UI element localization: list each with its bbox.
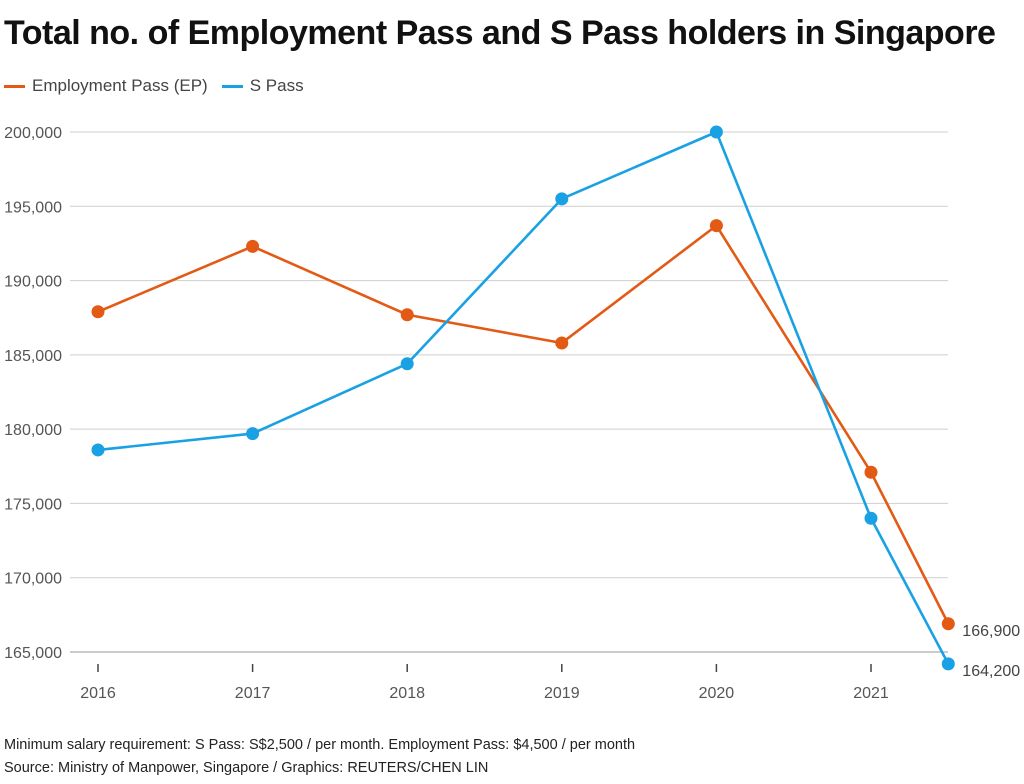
- chart-title: Total no. of Employment Pass and S Pass …: [4, 14, 996, 52]
- x-tick-label: 2021: [853, 685, 889, 702]
- y-tick-label: 180,000: [4, 422, 62, 439]
- data-point-ep: [91, 305, 105, 319]
- data-point-ep: [246, 239, 260, 253]
- legend-label-ep: Employment Pass (EP): [32, 76, 208, 95]
- data-point-spass: [709, 125, 723, 139]
- data-point-spass: [91, 443, 105, 457]
- data-point-ep: [400, 308, 414, 322]
- data-point-ep: [864, 465, 878, 479]
- legend-swatch-ep: [4, 84, 25, 88]
- y-tick-label: 175,000: [4, 496, 62, 513]
- data-point-ep: [941, 617, 955, 631]
- footer-note: Minimum salary requirement: S Pass: S$2,…: [4, 737, 636, 753]
- y-tick-label: 185,000: [4, 348, 62, 365]
- end-label-ep: 166,900: [962, 623, 1020, 640]
- data-point-ep: [555, 336, 569, 350]
- end-label-spass: 164,200: [962, 663, 1020, 680]
- legend-swatch-spass: [221, 84, 243, 88]
- legend-item-spass: S Pass: [221, 76, 304, 96]
- data-point-spass: [941, 657, 955, 671]
- data-point-spass: [246, 427, 260, 441]
- x-tick-label: 2019: [544, 685, 580, 702]
- series-line-spass: [97, 130, 950, 665]
- series-line-ep: [97, 224, 950, 625]
- legend-label-spass: S Pass: [249, 76, 304, 95]
- data-point-ep: [709, 219, 723, 233]
- y-tick-label: 200,000: [4, 125, 62, 142]
- x-tick-label: 2020: [699, 685, 735, 702]
- y-tick-label: 195,000: [4, 199, 62, 216]
- y-tick-label: 190,000: [4, 274, 62, 291]
- y-tick-label: 170,000: [4, 571, 62, 588]
- data-point-spass: [555, 192, 569, 206]
- x-tick-label: 2016: [80, 685, 116, 702]
- x-tick-label: 2017: [235, 685, 271, 702]
- data-point-spass: [864, 511, 878, 525]
- footer-source: Source: Ministry of Manpower, Singapore …: [4, 760, 489, 776]
- chart-legend: Employment Pass (EP) S Pass: [4, 76, 318, 96]
- x-tick-label: 2018: [389, 685, 425, 702]
- y-tick-label: 165,000: [4, 645, 62, 662]
- data-point-spass: [400, 357, 414, 371]
- legend-item-ep: Employment Pass (EP): [4, 76, 208, 96]
